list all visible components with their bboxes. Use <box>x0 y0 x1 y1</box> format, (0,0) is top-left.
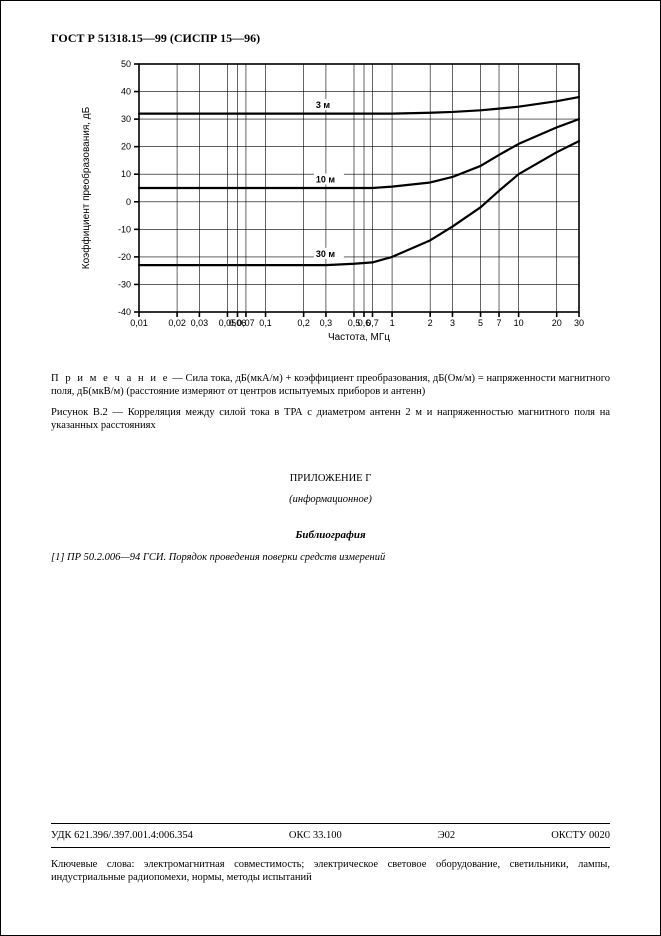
document-header: ГОСТ Р 51318.15—99 (СИСПР 15—96) <box>51 31 610 46</box>
svg-text:0,2: 0,2 <box>297 318 310 328</box>
divider <box>51 823 610 824</box>
svg-text:30 м: 30 м <box>315 249 335 259</box>
keywords: Ключевые слова: электромагнитная совмест… <box>51 858 610 884</box>
svg-text:20: 20 <box>551 318 561 328</box>
divider <box>51 847 610 848</box>
svg-text:0: 0 <box>125 197 130 207</box>
svg-text:7: 7 <box>496 318 501 328</box>
svg-text:20: 20 <box>120 142 130 152</box>
bibliography-item: [1] ПР 50.2.006—94 ГСИ. Порядок проведен… <box>51 552 610 563</box>
svg-text:2: 2 <box>427 318 432 328</box>
svg-text:0,01: 0,01 <box>130 318 148 328</box>
svg-text:40: 40 <box>120 87 130 97</box>
bibliography-heading: Библиография <box>51 529 610 541</box>
svg-text:1: 1 <box>389 318 394 328</box>
svg-text:10: 10 <box>513 318 523 328</box>
oks-code: ОКС 33.100 <box>289 830 342 841</box>
chart-note: П р и м е ч а н и е — Сила тока, дБ(мкА/… <box>51 372 610 398</box>
page: ГОСТ Р 51318.15—99 (СИСПР 15—96) -40 -30 -… <box>0 0 661 936</box>
svg-text:0,7: 0,7 <box>366 318 379 328</box>
svg-text:Частота, МГц: Частота, МГц <box>327 332 389 343</box>
svg-text:0,3: 0,3 <box>319 318 332 328</box>
svg-text:3 м: 3 м <box>315 100 330 110</box>
svg-text:-20: -20 <box>117 252 130 262</box>
svg-text:0,1: 0,1 <box>259 318 272 328</box>
svg-text:30: 30 <box>120 114 130 124</box>
appendix-title: ПРИЛОЖЕНИЕ Г <box>51 473 610 484</box>
udk-code: УДК 621.396/.397.001.4:006.354 <box>51 830 193 841</box>
classification-row: УДК 621.396/.397.001.4:006.354 ОКС 33.10… <box>51 828 610 843</box>
svg-text:Коэффициент преобразования, дБ: Коэффициент преобразования, дБ <box>80 106 92 269</box>
svg-text:0,02: 0,02 <box>168 318 186 328</box>
svg-text:-10: -10 <box>117 224 130 234</box>
svg-text:0,07: 0,07 <box>237 318 255 328</box>
svg-text:3: 3 <box>449 318 454 328</box>
appendix-subtitle: (информационное) <box>51 494 610 505</box>
svg-text:50: 50 <box>120 59 130 69</box>
note-prefix: П р и м е ч а н и е <box>51 373 169 384</box>
svg-text:-30: -30 <box>117 279 130 289</box>
svg-text:10 м: 10 м <box>315 174 335 184</box>
okstu-code: ОКСТУ 0020 <box>551 830 610 841</box>
svg-text:0,03: 0,03 <box>190 318 208 328</box>
svg-text:5: 5 <box>478 318 483 328</box>
e-code: Э02 <box>438 830 455 841</box>
svg-text:10: 10 <box>120 169 130 179</box>
footer-block: УДК 621.396/.397.001.4:006.354 ОКС 33.10… <box>51 819 610 895</box>
svg-text:-40: -40 <box>117 307 130 317</box>
correlation-chart: -40-30-20-10010203040500,010,020,030,050… <box>71 54 591 354</box>
svg-text:30: 30 <box>573 318 583 328</box>
figure-caption: Рисунок В.2 — Корреляция между силой ток… <box>51 406 610 432</box>
